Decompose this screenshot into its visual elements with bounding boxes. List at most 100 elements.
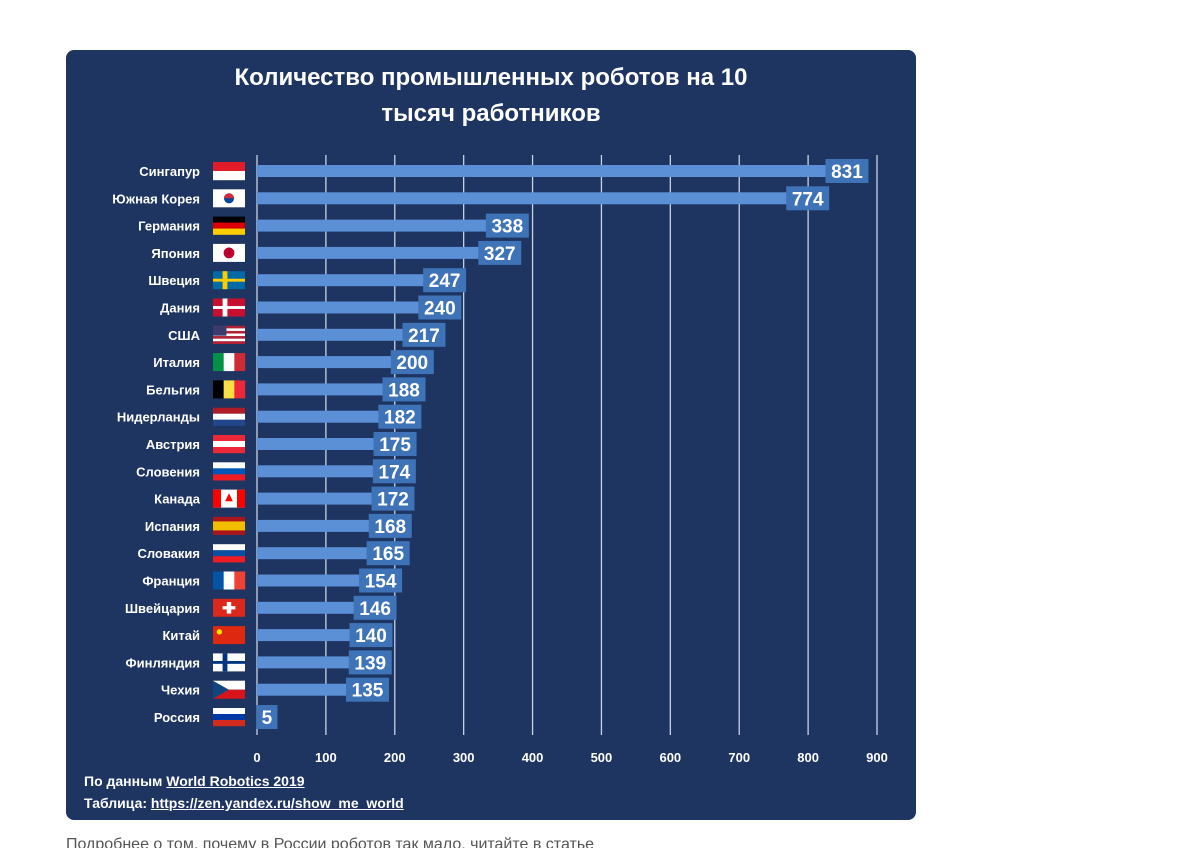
bar — [257, 301, 423, 314]
value-label: 146 — [359, 599, 391, 620]
category-label: Чехия — [161, 683, 200, 698]
bar-chart: 0 100 200 300 400 500 600 700 800 900 Сингапур 831 Ю… — [112, 155, 888, 765]
bar — [257, 410, 383, 423]
value-label-box — [485, 213, 529, 238]
bar — [257, 165, 830, 177]
flag-icon — [213, 680, 245, 699]
value-label-box — [348, 650, 392, 675]
flag-icon — [213, 516, 245, 535]
value-label: 140 — [355, 626, 387, 647]
value-label: 154 — [365, 572, 397, 593]
x-tick-label: 100 — [315, 750, 337, 765]
value-label: 338 — [491, 217, 523, 238]
category-label: Япония — [151, 246, 200, 261]
source-line: По данным World Robotics 2019 — [84, 770, 404, 792]
flag-icon — [213, 598, 245, 617]
category-label: Нидерланды — [117, 410, 200, 425]
value-label-box — [825, 159, 869, 183]
bar — [257, 629, 354, 642]
value-label-box — [478, 240, 522, 265]
bar — [257, 246, 483, 259]
flag-icon — [213, 462, 245, 481]
value-label: 774 — [792, 189, 824, 210]
table-line: Таблица: https://zen.yandex.ru/show_me_w… — [84, 792, 404, 814]
category-label: Россия — [154, 710, 200, 725]
flag-icon — [213, 380, 246, 399]
chart-footer: По данным World Robotics 2019 Таблица: h… — [84, 770, 404, 814]
category-label: Швейцария — [125, 601, 200, 616]
category-label: Словакия — [137, 546, 200, 561]
x-tick-label: 500 — [591, 750, 613, 765]
value-label-box — [786, 186, 830, 211]
bar — [257, 465, 377, 478]
x-tick-label: 800 — [797, 750, 819, 765]
x-tick-label: 0 — [253, 750, 260, 765]
value-label-box — [402, 322, 446, 347]
chart-title-line-2: тысяч работников — [381, 100, 601, 127]
category-label: Южная Корея — [112, 191, 200, 206]
bar — [257, 328, 407, 341]
value-label: 139 — [354, 653, 386, 674]
bar — [257, 219, 490, 232]
flag-icon — [213, 353, 246, 372]
value-label-box — [373, 432, 417, 456]
x-tick-label: 600 — [659, 750, 681, 765]
bar — [257, 683, 350, 696]
value-label: 182 — [384, 408, 416, 429]
x-tick-label: 400 — [522, 750, 544, 765]
flag-icon — [213, 489, 245, 508]
value-label-box — [353, 595, 397, 620]
category-label: Китай — [162, 628, 200, 643]
value-label: 135 — [352, 681, 384, 702]
flag-icon — [213, 544, 245, 563]
category-label: Финляндия — [126, 655, 200, 670]
category-label: Италия — [153, 355, 200, 370]
bar — [257, 547, 371, 560]
x-tick-label: 300 — [453, 750, 475, 765]
category-label: Сингапур — [139, 164, 200, 179]
flag-icon — [213, 189, 245, 208]
value-label-box — [359, 568, 403, 593]
x-tick-label: 700 — [728, 750, 750, 765]
flag-icon — [213, 571, 246, 590]
value-label-box — [366, 541, 410, 566]
article-text: Подробнее о том, почему в России роботов… — [66, 836, 595, 848]
bar — [257, 601, 358, 614]
flag-icon — [213, 298, 245, 317]
table-prefix: Таблица: — [84, 795, 151, 811]
value-label: 327 — [484, 244, 516, 265]
source-prefix: По данным — [84, 773, 167, 789]
flag-icon — [213, 162, 245, 181]
bar — [257, 356, 395, 369]
flag-icon — [213, 243, 245, 262]
bar — [257, 438, 378, 450]
category-label: Канада — [154, 492, 201, 507]
source-link[interactable]: World Robotics 2019 — [166, 773, 305, 789]
category-label: Австрия — [146, 437, 200, 452]
value-label-box — [371, 486, 415, 511]
category-label: Швеция — [148, 273, 200, 288]
bar — [257, 383, 387, 396]
value-label: 168 — [374, 517, 406, 538]
value-label: 831 — [831, 162, 863, 183]
chart-title: Количество промышленных роботов на 10 ты… — [66, 60, 916, 132]
flag-icon — [213, 407, 245, 426]
category-label: Дания — [160, 301, 200, 316]
category-label: Испания — [145, 519, 200, 534]
value-label: 172 — [377, 490, 409, 511]
x-tick-label: 900 — [866, 750, 888, 765]
x-tick-label: 200 — [384, 750, 406, 765]
flag-icon — [213, 216, 245, 235]
category-label: Словения — [136, 464, 200, 479]
table-link[interactable]: https://zen.yandex.ru/show_me_world — [150, 795, 404, 811]
value-label-box — [382, 377, 426, 402]
value-label: 217 — [408, 326, 440, 347]
category-label: Германия — [138, 219, 200, 234]
value-label-box — [346, 677, 389, 702]
value-label: 5 — [262, 708, 273, 729]
value-label: 175 — [379, 435, 411, 456]
flag-icon — [213, 325, 245, 344]
category-label: Франция — [142, 574, 200, 589]
flag-icon — [213, 708, 245, 727]
value-label-box — [349, 623, 393, 648]
